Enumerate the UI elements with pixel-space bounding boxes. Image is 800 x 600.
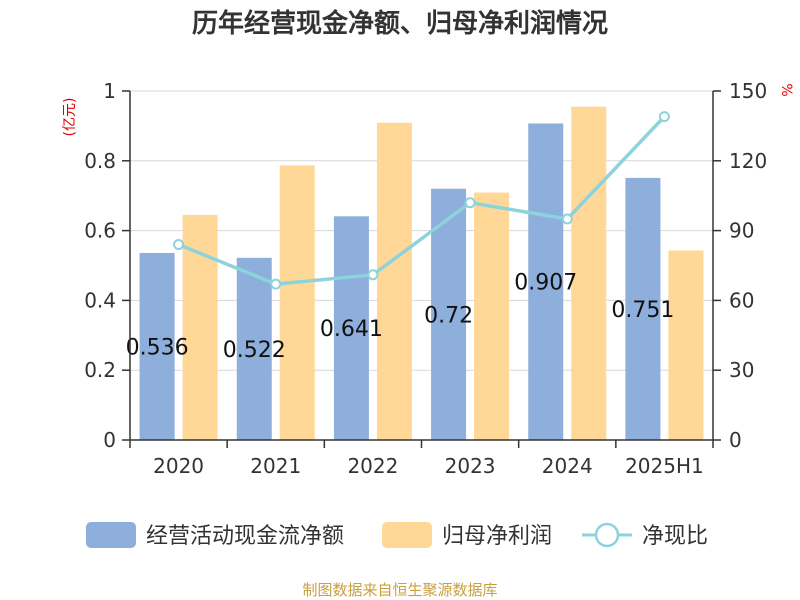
x-axis-tick-label: 2022 xyxy=(347,454,398,478)
bar-cashflow-value-label: 0.522 xyxy=(223,338,286,363)
ratio-point xyxy=(173,239,185,251)
left-axis-unit: (亿元) xyxy=(62,98,78,137)
bar-netprofit xyxy=(279,165,315,440)
ratio-point xyxy=(367,269,379,281)
x-axis-tick-label: 2025H1 xyxy=(625,454,704,478)
x-axis-tick-label: 2024 xyxy=(542,454,593,478)
left-axis-tick-label: 0.2 xyxy=(84,358,116,382)
x-axis-tick-label: 2021 xyxy=(250,454,301,478)
chart-title: 历年经营现金净额、归母净利润情况 xyxy=(192,8,608,39)
right-axis-tick-label: 30 xyxy=(729,358,754,382)
right-axis-unit: % xyxy=(778,83,794,96)
left-axis-tick-label: 0.8 xyxy=(84,149,116,173)
legend: 经营活动现金流净额 归母净利润 净现比 xyxy=(86,522,708,549)
ratio-point xyxy=(561,213,573,225)
grid-lines xyxy=(130,90,713,371)
legend-label-ratio: 净现比 xyxy=(642,524,708,549)
ratio-line xyxy=(173,111,670,290)
ratio-point xyxy=(658,111,670,123)
ratio-point xyxy=(464,197,476,209)
axes: 0 0.2 0.4 0.6 0.8 1 0 30 60 90 120 150 2020 2021 2022 2… xyxy=(84,79,767,478)
bar-netprofit xyxy=(376,122,412,440)
left-axis-tick-label: 1 xyxy=(103,79,116,103)
x-axis-tick-label: 2023 xyxy=(445,454,496,478)
bar-cashflow-value-label: 0.641 xyxy=(320,317,383,342)
bar-cashflow xyxy=(333,216,369,440)
bar-cashflow-value-label: 0.751 xyxy=(611,298,674,323)
bar-cashflow-value-label: 0.72 xyxy=(424,303,473,328)
legend-swatch-netprofit xyxy=(382,522,432,548)
bar-cashflow xyxy=(236,257,272,440)
legend-label-netprofit: 归母净利润 xyxy=(442,524,552,549)
right-axis-tick-label: 60 xyxy=(729,288,754,312)
bar-netprofit xyxy=(571,106,607,440)
bars xyxy=(139,106,704,440)
bar-netprofit xyxy=(668,250,704,440)
source-note: 制图数据来自恒生聚源数据库 xyxy=(302,581,497,599)
legend-marker-ratio xyxy=(594,522,620,548)
bar-cashflow xyxy=(625,177,661,440)
right-axis-tick-label: 150 xyxy=(729,79,767,103)
bar-cashflow xyxy=(528,123,564,440)
x-axis-tick-label: 2020 xyxy=(153,454,204,478)
bar-cashflow xyxy=(431,188,467,440)
right-axis-tick-label: 120 xyxy=(729,149,767,173)
legend-swatch-cashflow xyxy=(86,522,136,548)
left-axis-tick-label: 0.6 xyxy=(84,219,116,243)
ratio-point xyxy=(270,278,282,290)
bar-cashflow-value-label: 0.907 xyxy=(514,271,577,296)
right-axis-tick-label: 90 xyxy=(729,219,754,243)
bar-cashflow xyxy=(139,252,175,440)
ratio-line-path xyxy=(177,115,666,286)
bar-cashflow-value-label: 0.536 xyxy=(126,335,189,360)
bar-labels: 0.536 0.522 0.641 0.72 0.907 0.751 xyxy=(126,271,675,363)
left-axis-tick-label: 0 xyxy=(103,428,116,452)
left-axis-tick-label: 0.4 xyxy=(84,288,116,312)
legend-label-cashflow: 经营活动现金流净额 xyxy=(146,524,344,549)
bar-netprofit xyxy=(474,192,510,440)
right-axis-tick-label: 0 xyxy=(729,428,742,452)
